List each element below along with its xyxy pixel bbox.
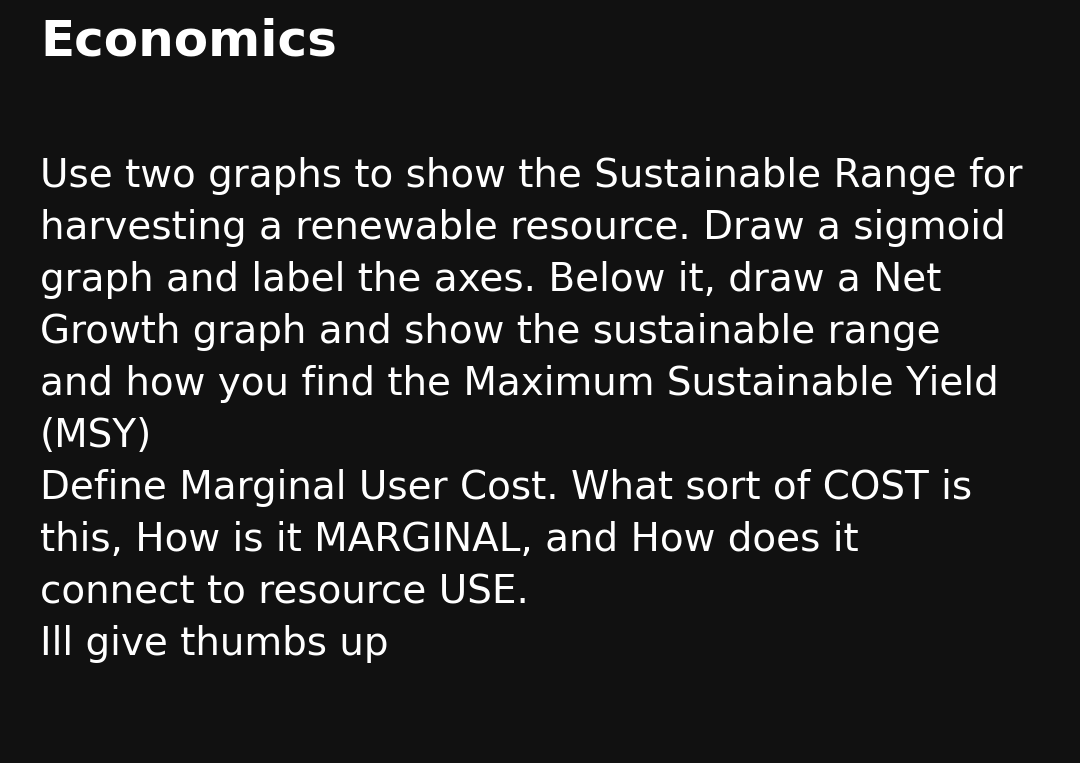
Text: Economics: Economics <box>40 18 337 66</box>
Text: Ill give thumbs up: Ill give thumbs up <box>40 625 389 663</box>
Text: harvesting a renewable resource. Draw a sigmoid: harvesting a renewable resource. Draw a … <box>40 209 1005 247</box>
Text: (MSY): (MSY) <box>40 417 152 455</box>
Text: graph and label the axes. Below it, draw a Net: graph and label the axes. Below it, draw… <box>40 261 942 299</box>
Text: and how you find the Maximum Sustainable Yield: and how you find the Maximum Sustainable… <box>40 365 999 403</box>
Text: this, How is it MARGINAL, and How does it: this, How is it MARGINAL, and How does i… <box>40 521 859 559</box>
Text: Use two graphs to show the Sustainable Range for: Use two graphs to show the Sustainable R… <box>40 157 1023 195</box>
Text: Define Marginal User Cost. What sort of COST is: Define Marginal User Cost. What sort of … <box>40 469 972 507</box>
Text: Growth graph and show the sustainable range: Growth graph and show the sustainable ra… <box>40 313 941 351</box>
Text: connect to resource USE.: connect to resource USE. <box>40 573 529 611</box>
